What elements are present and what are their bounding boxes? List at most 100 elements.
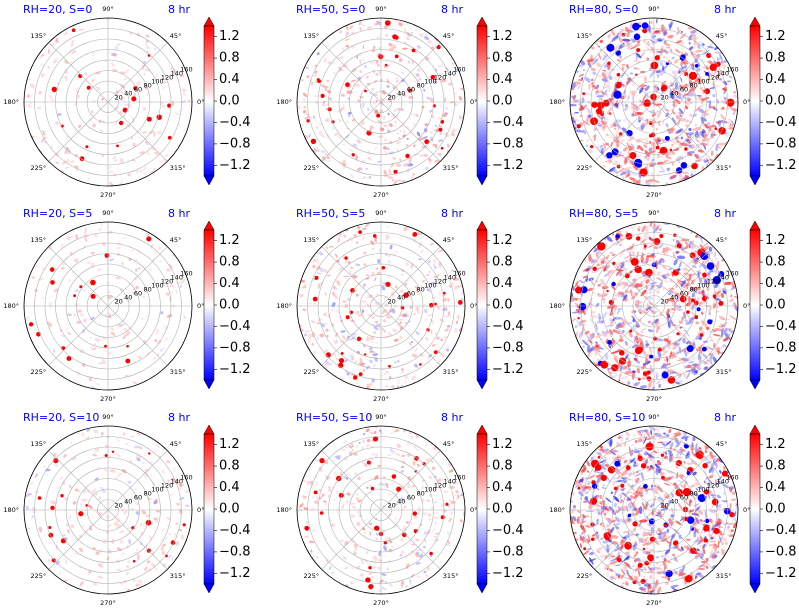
heatmap-cell <box>728 333 731 335</box>
heatmap-core <box>689 252 696 259</box>
heatmap-cell <box>70 160 75 164</box>
heatmap-core <box>310 138 317 144</box>
heatmap-cell <box>123 236 126 240</box>
heatmap-cell <box>37 345 40 349</box>
heatmap-cell <box>120 97 126 102</box>
heatmap-cell <box>612 371 620 377</box>
heatmap-cell <box>649 503 655 508</box>
heatmap-cell <box>178 79 180 81</box>
angle-tick-label: 180° <box>276 506 292 514</box>
heatmap-cell <box>572 516 577 522</box>
heatmap-cell <box>633 277 637 283</box>
heatmap-cell <box>66 158 70 164</box>
heatmap-cell <box>588 504 595 510</box>
heatmap-cell <box>729 298 734 302</box>
colorbar-extend-bottom <box>476 583 488 594</box>
heatmap-cell <box>594 91 601 95</box>
heatmap-cell <box>456 285 462 288</box>
heatmap-cell <box>602 285 609 290</box>
angle-tick-label: 45° <box>443 236 455 244</box>
heatmap-cell <box>170 557 174 560</box>
heatmap-cell <box>721 107 725 110</box>
heatmap-cell <box>108 351 112 355</box>
heatmap-cell <box>298 105 301 110</box>
heatmap-core <box>702 272 707 278</box>
heatmap-cell <box>119 90 124 94</box>
heatmap-cell <box>685 435 690 439</box>
heatmap-cell <box>669 442 674 449</box>
heatmap-cell <box>136 170 139 173</box>
heatmap-cell <box>639 568 644 571</box>
heatmap-cell <box>411 353 418 358</box>
heatmap-cell <box>368 522 373 526</box>
angular-gridline <box>48 450 168 570</box>
heatmap-cell <box>391 545 394 549</box>
heatmap-cell <box>149 267 153 272</box>
heatmap-cell <box>81 498 88 502</box>
heatmap-cell <box>354 145 358 149</box>
heatmap-cell <box>593 134 597 142</box>
heatmap-core <box>646 376 652 381</box>
heatmap-core <box>630 258 639 266</box>
heatmap-cell <box>453 277 459 281</box>
heatmap-cell <box>375 323 381 327</box>
heatmap-cell <box>365 550 369 555</box>
radial-tick-label: 120 <box>161 482 173 490</box>
heatmap-cell <box>342 556 347 560</box>
heatmap-cell <box>686 372 691 380</box>
heatmap-cell <box>141 461 145 464</box>
heatmap-cell <box>145 39 149 43</box>
heatmap-cell <box>168 533 172 536</box>
heatmap-cell <box>730 529 734 532</box>
heatmap-core <box>664 135 670 141</box>
heatmap-cell <box>395 79 399 84</box>
heatmap-core <box>707 319 713 325</box>
heatmap-cell <box>129 31 133 36</box>
heatmap-cell <box>92 547 96 550</box>
heatmap-cell <box>384 233 389 238</box>
heatmap-cell <box>717 310 719 313</box>
heatmap-cell <box>710 494 717 497</box>
colorbar-gradient <box>749 229 761 381</box>
heatmap-cell <box>154 339 158 343</box>
heatmap-cell <box>145 566 148 570</box>
heatmap-cell <box>320 150 326 153</box>
heatmap-cell <box>409 435 414 439</box>
heatmap-cell <box>372 555 376 560</box>
heatmap-cell <box>727 120 736 125</box>
colorbar-gradient <box>203 25 215 177</box>
heatmap-core <box>338 358 345 364</box>
heatmap-cell <box>84 237 88 242</box>
heatmap-cell <box>28 78 31 80</box>
heatmap-cell <box>693 273 699 275</box>
heatmap-cell <box>603 566 608 571</box>
heatmap-cell <box>313 258 317 263</box>
heatmap-cell <box>700 102 704 109</box>
heatmap-cell <box>345 492 351 496</box>
angle-tick-label: 90° <box>102 413 114 421</box>
heatmap-cell <box>331 127 335 131</box>
heatmap-cell <box>68 484 72 489</box>
heatmap-cell <box>381 90 387 95</box>
heatmap-cell <box>76 320 81 324</box>
heatmap-cell <box>87 261 90 264</box>
radial-tick-label: 60 <box>407 86 415 94</box>
heatmap-core <box>615 237 619 241</box>
heatmap-cell <box>145 140 149 146</box>
heatmap-cell <box>579 543 582 549</box>
heatmap-core <box>632 22 640 31</box>
heatmap-cell <box>304 121 307 124</box>
panel-title: RH=50, S=5 <box>296 207 365 220</box>
heatmap-cell <box>429 281 435 285</box>
heatmap-cell <box>29 83 35 88</box>
heatmap-cell <box>187 98 192 103</box>
heatmap-cell <box>587 474 596 480</box>
heatmap-cell <box>658 435 664 440</box>
heatmap-cell <box>125 443 128 446</box>
heatmap-cell <box>666 356 669 363</box>
heatmap-cell <box>403 505 407 509</box>
heatmap-core <box>705 72 709 76</box>
heatmap-cell <box>621 536 627 540</box>
heatmap-cell <box>599 494 602 500</box>
